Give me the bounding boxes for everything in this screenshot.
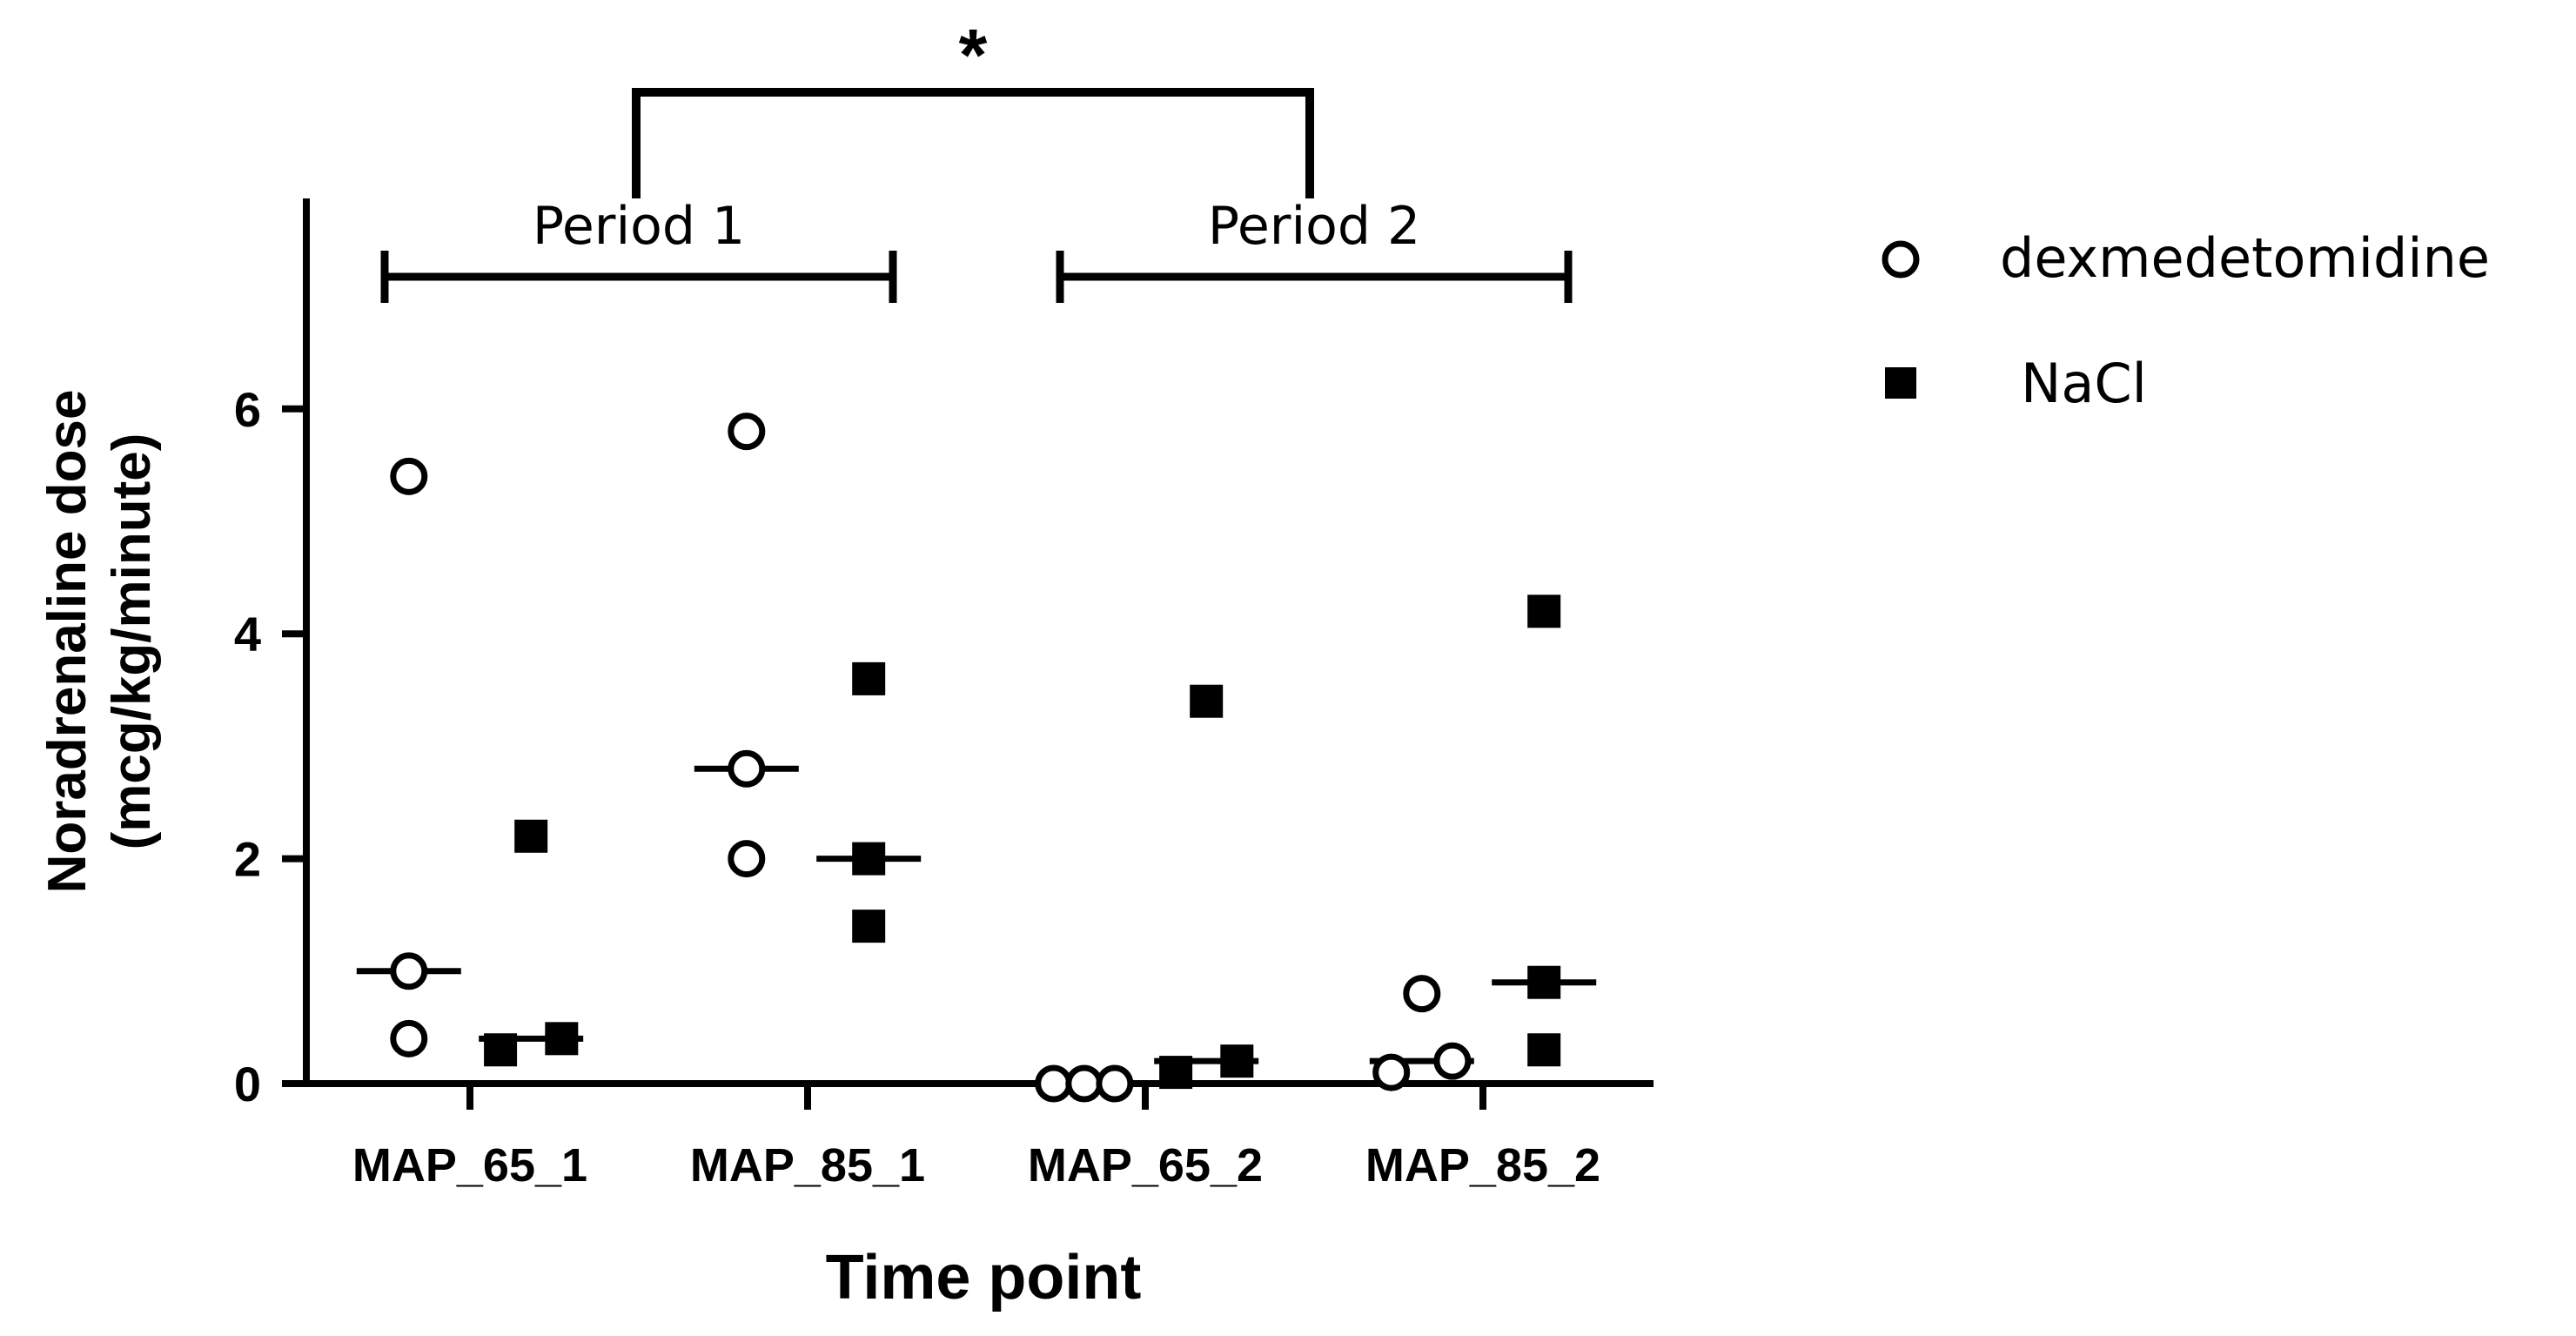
point-nacl-0 — [514, 819, 548, 853]
point-nacl-6 — [1159, 1056, 1193, 1090]
y-axis-label-line2: (mcg/kg/minute) — [102, 433, 162, 850]
point-nacl-2 — [545, 1022, 579, 1056]
point-nacl-5 — [852, 910, 886, 943]
point-dexmedetomidine-10 — [1403, 975, 1441, 1013]
point-dexmedetomidine-6 — [1035, 1064, 1073, 1103]
x-tick-label-2: MAP_65_2 — [1028, 1139, 1263, 1192]
legend-label-nacl: NaCl — [2021, 352, 2147, 415]
point-nacl-7 — [1190, 684, 1224, 718]
point-dexmedetomidine-5 — [728, 840, 766, 878]
point-nacl-11 — [1527, 1033, 1561, 1067]
x-axis-label: Time point — [826, 1243, 1142, 1313]
point-dexmedetomidine-0 — [390, 457, 428, 495]
point-dexmedetomidine-11 — [1433, 1042, 1472, 1080]
point-nacl-10 — [1527, 965, 1561, 999]
y-tick-label-0: 0 — [234, 1057, 261, 1111]
y-axis-label-line1: Noradrenaline dose — [37, 390, 97, 894]
point-nacl-3 — [852, 661, 886, 695]
point-nacl-8 — [1220, 1044, 1254, 1078]
data-points — [390, 413, 1561, 1103]
legend-marker-nacl — [1885, 367, 1916, 399]
point-nacl-4 — [852, 842, 886, 876]
legend-marker-dexmedetomidine — [1882, 240, 1920, 279]
y-tick-label-4: 4 — [234, 607, 261, 661]
point-nacl-1 — [484, 1033, 518, 1067]
period-label-1: Period 1 — [533, 196, 745, 257]
period-brackets: Period 1 Period 2 — [380, 196, 1573, 303]
point-dexmedetomidine-1 — [390, 952, 428, 990]
significance-bracket-line — [632, 88, 1314, 198]
significance-label: * — [959, 14, 988, 96]
x-tick-label-0: MAP_65_1 — [352, 1139, 587, 1192]
point-dexmedetomidine-4 — [728, 749, 766, 788]
point-dexmedetomidine-7 — [1065, 1064, 1104, 1103]
y-ticks: 0 2 4 6 — [234, 382, 306, 1111]
legend: dexmedetomidine NaCl — [1882, 226, 2490, 415]
x-tick-label-3: MAP_85_2 — [1365, 1139, 1600, 1192]
significance-bracket: * — [632, 14, 1314, 198]
point-dexmedetomidine-9 — [1372, 1053, 1411, 1091]
y-tick-label-2: 2 — [234, 832, 261, 887]
point-dexmedetomidine-8 — [1096, 1064, 1134, 1103]
x-tick-label-1: MAP_85_1 — [690, 1139, 925, 1192]
median-lines — [356, 765, 1597, 1087]
x-ticks: MAP_65_1 MAP_85_1 MAP_65_2 MAP_85_2 — [352, 1084, 1600, 1192]
point-nacl-9 — [1527, 594, 1561, 628]
period-label-2: Period 2 — [1208, 196, 1420, 257]
point-dexmedetomidine-3 — [728, 413, 766, 451]
legend-label-dexmedetomidine: dexmedetomidine — [2000, 226, 2490, 290]
y-tick-label-6: 6 — [234, 382, 261, 437]
point-dexmedetomidine-2 — [390, 1019, 428, 1057]
